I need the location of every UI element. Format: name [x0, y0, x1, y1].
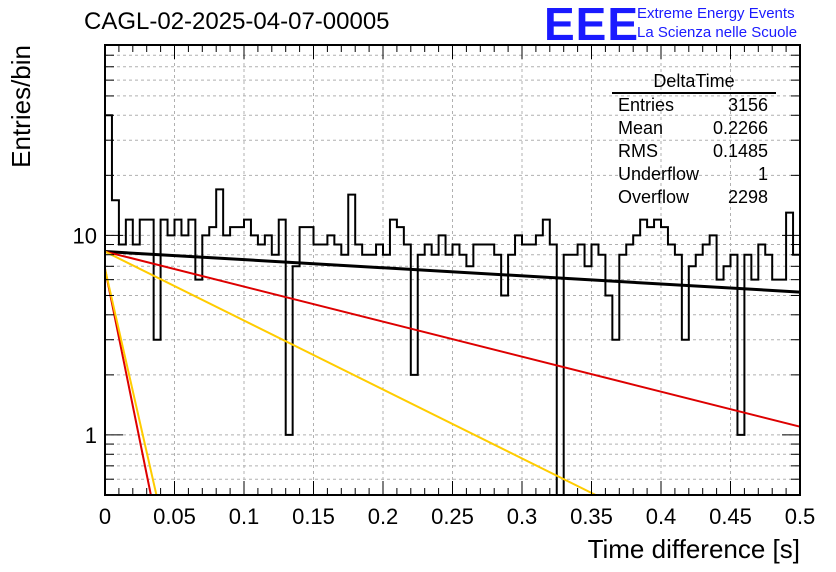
stats-box: DeltaTime Entries 3156 Mean 0.2266 RMS 0… — [612, 70, 776, 209]
stat-row-rms: RMS 0.1485 — [612, 140, 776, 163]
stat-row-mean: Mean 0.2266 — [612, 117, 776, 140]
plot-title: CAGL-02-2025-04-07-00005 — [84, 8, 390, 35]
stat-value: 0.2266 — [712, 118, 768, 138]
eee-logo: EEE — [544, 0, 640, 50]
stat-row-underflow: Underflow 1 — [612, 163, 776, 186]
axis-ticks — [104, 45, 801, 495]
y-tick-label: 1 — [85, 423, 97, 448]
stats-title: DeltaTime — [612, 70, 776, 94]
logo-caption: Extreme Energy Events La Scienza nelle S… — [637, 4, 797, 42]
fit-curve-orange — [104, 250, 597, 496]
stat-value: 2298 — [727, 187, 768, 207]
x-tick-label: 0.2 — [368, 504, 399, 529]
logo-line-2: La Scienza nelle Scuole — [637, 24, 798, 41]
x-tick-label: 0 — [99, 504, 111, 529]
fit-curve-orange — [104, 268, 158, 496]
stat-label: Mean — [618, 118, 664, 138]
stat-label: Underflow — [618, 164, 700, 184]
x-tick-label: 0.35 — [570, 504, 613, 529]
x-tick-label: 0.5 — [785, 504, 816, 529]
stat-value: 1 — [757, 164, 768, 184]
fit-curve-black — [104, 250, 801, 294]
stat-label: Overflow — [618, 187, 690, 207]
fit-curves-layer — [104, 250, 801, 496]
x-tick-label: 0.4 — [646, 504, 677, 529]
x-tick-label: 0.45 — [709, 504, 752, 529]
stat-row-entries: Entries 3156 — [612, 94, 776, 117]
x-tick-label: 0.25 — [431, 504, 474, 529]
x-tick-label: 0.1 — [229, 504, 260, 529]
tick-labels: 0 0.05 0.1 0.15 0.2 0.25 0.3 0.35 0.4 0.45 0.5 1 10 — [73, 223, 816, 529]
grid-lines — [105, 45, 800, 495]
stat-row-overflow: Overflow 2298 — [612, 186, 776, 209]
logo-line-1: Extreme Energy Events — [637, 5, 795, 22]
stat-value: 3156 — [727, 95, 768, 115]
histogram-layer — [105, 114, 800, 496]
stat-label: Entries — [618, 95, 675, 115]
histogram-outline — [105, 114, 800, 496]
y-axis-label: Entries/bin — [6, 45, 36, 168]
y-tick-label: 10 — [73, 223, 97, 248]
x-axis-label: Time difference [s] — [588, 534, 800, 564]
fit-curve-red — [104, 250, 801, 428]
stat-value: 0.1485 — [712, 141, 768, 161]
x-tick-label: 0.3 — [507, 504, 538, 529]
x-tick-label: 0.05 — [153, 504, 196, 529]
x-tick-label: 0.15 — [292, 504, 335, 529]
stat-label: RMS — [618, 141, 658, 161]
